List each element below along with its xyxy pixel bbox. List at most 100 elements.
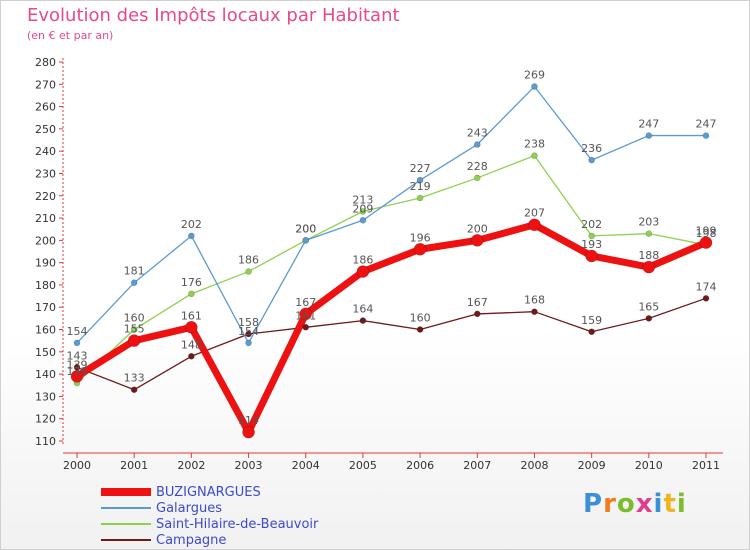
data-label-buzignargues: 114 — [238, 414, 259, 427]
data-point-saint-hilaire-de-beauvoir — [645, 230, 653, 237]
data-point-buzignargues — [70, 370, 84, 383]
data-point-galargues — [73, 339, 81, 347]
data-point-galargues — [188, 232, 195, 240]
data-label-saint-hilaire-de-beauvoir: 238 — [524, 138, 545, 151]
data-label-saint-hilaire-de-beauvoir: 203 — [638, 216, 659, 229]
data-label-galargues: 247 — [638, 118, 659, 131]
data-point-campagne — [245, 330, 252, 338]
data-point-campagne — [473, 310, 481, 318]
y-tick-label: 170 — [35, 301, 56, 314]
data-label-buzignargues: 155 — [124, 323, 145, 336]
data-point-buzignargues — [585, 249, 598, 263]
data-point-buzignargues — [242, 425, 255, 439]
y-tick-label: 240 — [35, 145, 56, 158]
logo-letter: i — [676, 489, 687, 519]
x-tick-label: 2002 — [177, 459, 205, 472]
data-label-galargues: 209 — [352, 202, 373, 215]
series-line-galargues — [76, 85, 707, 344]
x-tick-label: 2005 — [349, 459, 377, 472]
legend-label: Campagne — [156, 533, 227, 548]
data-point-campagne — [302, 323, 310, 331]
data-point-saint-hilaire-de-beauvoir — [130, 326, 138, 333]
data-label-saint-hilaire-de-beauvoir: 213 — [352, 193, 373, 206]
chart-title: Evolution des Impôts locaux par Habitant — [27, 5, 400, 26]
y-tick-label: 190 — [35, 257, 56, 270]
data-point-galargues — [473, 141, 481, 148]
x-tick-label: 2004 — [292, 459, 320, 472]
data-label-buzignargues: 161 — [181, 309, 202, 322]
data-label-campagne: 161 — [295, 309, 316, 322]
data-label-galargues: 154 — [67, 325, 88, 338]
legend-label: Saint-Hilaire-de-Beauvoir — [156, 517, 319, 532]
data-point-galargues — [416, 176, 424, 184]
legend-label: Galargues — [156, 501, 222, 516]
data-point-saint-hilaire-de-beauvoir — [531, 152, 538, 159]
y-tick-label: 140 — [35, 368, 56, 381]
x-tick-label: 2008 — [520, 459, 548, 472]
y-tick-label: 220 — [35, 190, 56, 203]
series-line-buzignargues — [73, 221, 710, 436]
y-tick-label: 110 — [35, 435, 56, 448]
legend-swatch — [101, 522, 151, 526]
data-point-campagne — [359, 317, 367, 324]
data-point-galargues — [359, 216, 367, 224]
x-tick-label: 2000 — [63, 459, 91, 472]
legend-item-buzignargues: BUZIGNARGUES — [101, 485, 361, 501]
data-label-buzignargues: 200 — [467, 222, 488, 235]
legend-item-campagne: Campagne — [101, 533, 361, 549]
data-point-buzignargues — [185, 320, 198, 334]
x-tick-label: 2003 — [235, 459, 263, 472]
data-point-saint-hilaire-de-beauvoir — [245, 268, 252, 275]
data-label-galargues: 227 — [410, 162, 431, 175]
data-label-saint-hilaire-de-beauvoir: 202 — [581, 218, 602, 231]
chart-subtitle: (en € et par an) — [27, 29, 114, 42]
data-point-galargues — [245, 339, 252, 347]
data-point-saint-hilaire-de-beauvoir — [588, 232, 595, 240]
data-point-buzignargues — [699, 236, 713, 249]
data-label-saint-hilaire-de-beauvoir: 200 — [295, 222, 316, 235]
data-label-galargues: 200 — [295, 222, 316, 235]
data-label-campagne: 164 — [352, 303, 373, 316]
series-lines — [73, 85, 710, 436]
legend-label: BUZIGNARGUES — [156, 485, 261, 500]
data-label-galargues: 154 — [238, 325, 259, 338]
data-point-campagne — [531, 308, 538, 315]
series-line-campagne — [76, 297, 707, 391]
y-tick-label: 160 — [35, 324, 56, 337]
data-label-campagne: 148 — [181, 338, 202, 351]
proxiti-logo: Proxiti — [583, 489, 687, 519]
data-label-campagne: 158 — [238, 316, 259, 329]
y-tick-label: 200 — [35, 234, 56, 247]
data-label-buzignargues: 196 — [410, 231, 431, 244]
data-label-galargues: 236 — [581, 142, 602, 155]
data-point-saint-hilaire-de-beauvoir — [473, 174, 481, 182]
data-label-campagne: 168 — [524, 294, 545, 307]
data-point-campagne — [130, 386, 138, 394]
y-tick-label: 260 — [35, 101, 56, 114]
data-point-campagne — [588, 328, 595, 336]
data-point-galargues — [702, 132, 710, 139]
data-point-buzignargues — [470, 234, 484, 247]
data-label-campagne: 174 — [696, 280, 717, 293]
legend: BUZIGNARGUES Galargues Saint-Hilaire-de-Be… — [101, 485, 361, 549]
data-label-buzignargues: 193 — [581, 238, 602, 251]
data-point-buzignargues — [413, 242, 427, 256]
data-label-saint-hilaire-de-beauvoir: 136 — [67, 365, 88, 378]
data-point-campagne — [702, 295, 710, 302]
data-label-campagne: 165 — [638, 300, 659, 313]
data-label-galargues: 247 — [696, 118, 717, 131]
data-label-saint-hilaire-de-beauvoir: 186 — [238, 254, 259, 267]
line-chart: 110 120 130 140 150 160 170 180 190 200 210 220 230 2… — [35, 56, 723, 472]
data-label-saint-hilaire-de-beauvoir: 228 — [467, 160, 488, 173]
data-label-galargues: 243 — [467, 126, 488, 139]
y-tick-label: 270 — [35, 78, 56, 91]
legend-swatch — [101, 538, 151, 542]
data-point-saint-hilaire-de-beauvoir — [188, 290, 195, 298]
data-label-buzignargues: 139 — [67, 358, 88, 371]
y-tick-label: 210 — [35, 212, 56, 225]
x-tick-label: 2001 — [120, 459, 148, 472]
data-label-campagne: 167 — [467, 296, 488, 309]
legend-swatch — [101, 506, 151, 510]
data-point-campagne — [188, 352, 195, 360]
data-point-buzignargues — [528, 218, 541, 232]
